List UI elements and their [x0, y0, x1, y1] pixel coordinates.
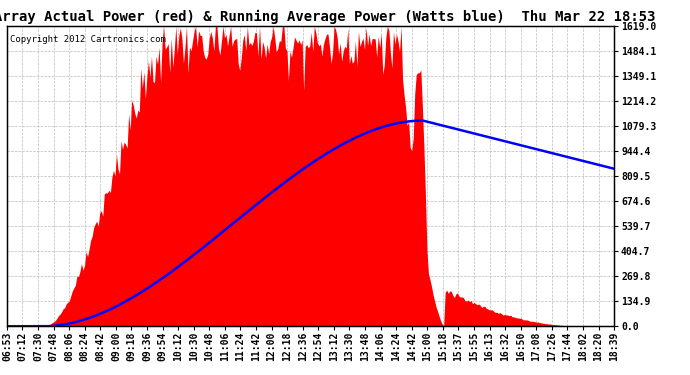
- Text: West Array Actual Power (red) & Running Average Power (Watts blue)  Thu Mar 22 1: West Array Actual Power (red) & Running …: [0, 9, 656, 24]
- Text: Copyright 2012 Cartronics.com: Copyright 2012 Cartronics.com: [10, 35, 166, 44]
